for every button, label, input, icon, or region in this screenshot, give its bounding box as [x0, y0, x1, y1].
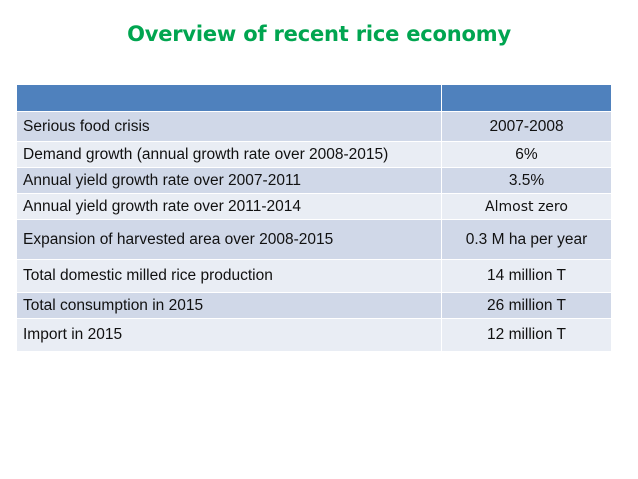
table-row: Expansion of harvested area over 2008-20…: [16, 219, 612, 260]
row-value: 6%: [441, 141, 612, 168]
row-label: Expansion of harvested area over 2008-20…: [16, 219, 442, 260]
table-row: Import in 2015 12 million T: [16, 318, 612, 352]
row-label: Total consumption in 2015: [16, 292, 442, 319]
row-label: Annual yield growth rate over 2007-2011: [16, 167, 442, 194]
table-row: Annual yield growth rate over 2011-2014 …: [16, 193, 612, 220]
row-value: 3.5%: [441, 167, 612, 194]
slide-title: Overview of recent rice economy: [127, 22, 511, 46]
header-cell-value: [441, 84, 612, 112]
table-row: Serious food crisis 2007-2008: [16, 111, 612, 142]
row-value: 12 million T: [441, 318, 612, 352]
row-label: Annual yield growth rate over 2011-2014: [16, 193, 442, 220]
row-label: Demand growth (annual growth rate over 2…: [16, 141, 442, 168]
row-value: 26 million T: [441, 292, 612, 319]
row-value: 0.3 M ha per year: [441, 219, 612, 260]
row-label: Serious food crisis: [16, 111, 442, 142]
table-row: Demand growth (annual growth rate over 2…: [16, 141, 612, 168]
row-value: 2007-2008: [441, 111, 612, 142]
row-value: Almost zero: [441, 193, 612, 220]
table-header-row: [16, 84, 612, 112]
row-label: Import in 2015: [16, 318, 442, 352]
table-row: Total consumption in 2015 26 million T: [16, 292, 612, 319]
rice-economy-table: Serious food crisis 2007-2008 Demand gro…: [16, 84, 612, 352]
header-cell-label: [16, 84, 442, 112]
table-row: Annual yield growth rate over 2007-2011 …: [16, 167, 612, 194]
row-value: 14 million T: [441, 259, 612, 293]
table-row: Total domestic milled rice production 14…: [16, 259, 612, 293]
row-label: Total domestic milled rice production: [16, 259, 442, 293]
